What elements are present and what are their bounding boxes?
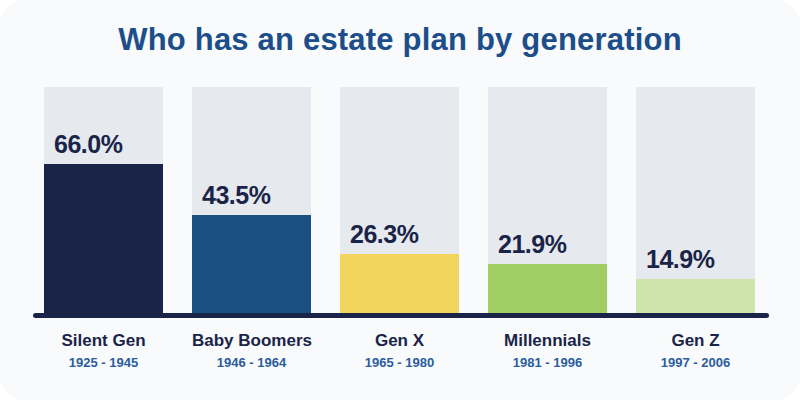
chart-card: Who has an estate plan by generation 66.… [0, 0, 800, 400]
bar-value-label: 43.5% [202, 181, 270, 210]
x-axis-line [33, 313, 769, 318]
bar-track-gen-x: 26.3% [340, 87, 459, 313]
category-label-silent-gen: Silent Gen 1925 - 1945 [44, 331, 163, 370]
bars-area: 66.0% 43.5% 26.3% 21.9% 14.9% [44, 87, 755, 313]
bar-track-millennials: 21.9% [488, 87, 607, 313]
bar-fill-gen-z [636, 279, 755, 313]
bar-track-silent-gen: 66.0% [44, 87, 163, 313]
bar-value-label: 14.9% [646, 245, 714, 274]
bar-chart: 66.0% 43.5% 26.3% 21.9% 14.9% [0, 0, 800, 400]
generation-name: Gen X [340, 331, 459, 351]
bar-track-baby-boomers: 43.5% [192, 87, 311, 313]
bar-value-label: 21.9% [498, 230, 566, 259]
bar-track-gen-z: 14.9% [636, 87, 755, 313]
generation-name: Gen Z [636, 331, 755, 351]
bar-fill-millennials [488, 264, 607, 313]
generation-years: 1965 - 1980 [340, 355, 459, 370]
category-labels: Silent Gen 1925 - 1945 Baby Boomers 1946… [44, 331, 755, 370]
bar-fill-silent-gen [44, 164, 163, 313]
bar-value-label: 66.0% [54, 130, 122, 159]
generation-name: Baby Boomers [192, 331, 311, 351]
category-label-millennials: Millennials 1981 - 1996 [488, 331, 607, 370]
category-label-gen-x: Gen X 1965 - 1980 [340, 331, 459, 370]
generation-years: 1981 - 1996 [488, 355, 607, 370]
generation-years: 1997 - 2006 [636, 355, 755, 370]
category-label-gen-z: Gen Z 1997 - 2006 [636, 331, 755, 370]
generation-years: 1925 - 1945 [44, 355, 163, 370]
bar-fill-gen-x [340, 254, 459, 313]
generation-name: Silent Gen [44, 331, 163, 351]
category-label-baby-boomers: Baby Boomers 1946 - 1964 [192, 331, 311, 370]
bar-value-label: 26.3% [350, 220, 418, 249]
generation-name: Millennials [488, 331, 607, 351]
generation-years: 1946 - 1964 [192, 355, 311, 370]
bar-fill-baby-boomers [192, 215, 311, 313]
